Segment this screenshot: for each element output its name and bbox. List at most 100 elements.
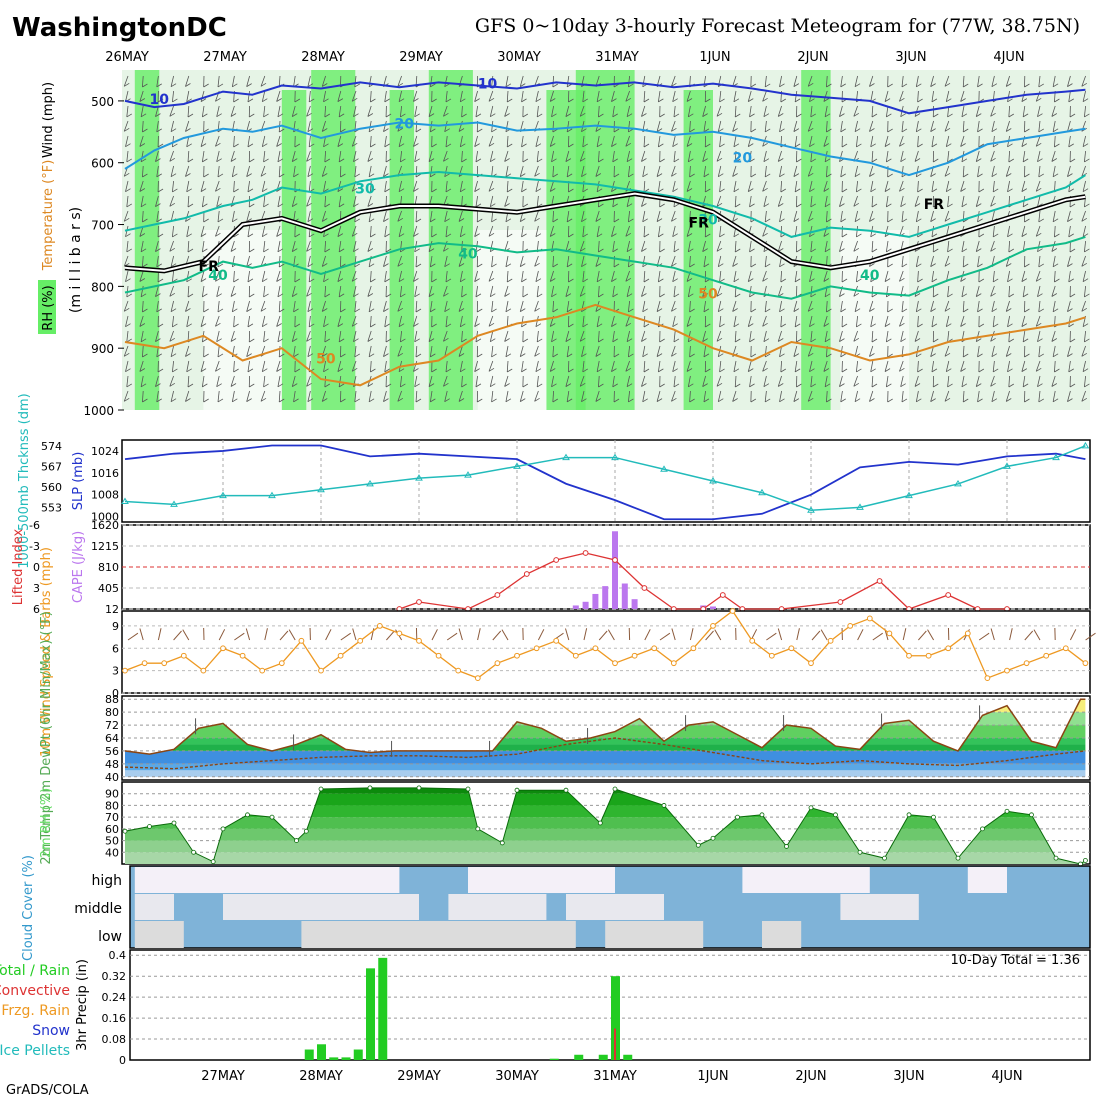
wind-barb <box>443 330 448 342</box>
wind-barb <box>657 90 661 102</box>
wind-barb <box>807 210 813 222</box>
cloud-low-label: low <box>98 929 122 945</box>
wind-barb <box>839 330 843 342</box>
wind-barb-flag <box>322 263 328 267</box>
wind-barb <box>399 330 402 342</box>
wind-barb-flag <box>156 128 162 133</box>
wind-barb <box>519 345 524 357</box>
wind-barb-flag <box>580 247 586 252</box>
wind-barb <box>687 375 691 387</box>
wind-barb-flag <box>779 128 785 133</box>
wind-barb-flag <box>735 248 741 253</box>
wind-barb-flag <box>626 203 633 208</box>
wind-barb <box>810 375 813 387</box>
wind-barb-flag <box>505 353 512 358</box>
wind-barb-flag <box>1024 308 1030 313</box>
wind-barb <box>917 270 919 283</box>
wind-barb-flag <box>716 337 723 342</box>
wind-barb <box>582 225 585 237</box>
wind-barb-flag <box>916 308 922 313</box>
wind-barb <box>733 360 737 372</box>
wind-barb <box>260 255 266 267</box>
wind-barb-flag <box>914 158 921 162</box>
wind-barb <box>1008 240 1010 253</box>
wind-barb <box>1081 210 1086 222</box>
wind-barb <box>155 375 159 387</box>
wind-barb-flag <box>125 278 131 283</box>
wind-barb <box>962 345 965 358</box>
wind-barb <box>170 75 174 87</box>
wind-barb <box>595 345 600 357</box>
wind-barb-flag <box>869 353 875 357</box>
wind-barb-flag <box>430 173 436 178</box>
wind-barb-flag <box>385 248 392 253</box>
wind-barb-flag <box>263 338 269 343</box>
wind-barb <box>384 180 387 192</box>
wind-barb <box>351 225 357 237</box>
wind-barb-flag <box>1008 248 1015 253</box>
wind-barb <box>230 240 235 252</box>
wind-barb-flag <box>641 113 647 117</box>
wind-barb-flag <box>353 293 359 298</box>
surface-wind-barb <box>325 629 332 641</box>
wind-barb <box>1083 330 1086 342</box>
wind-barb <box>671 210 676 222</box>
wind-barb <box>807 390 813 402</box>
wind-barb <box>642 300 646 312</box>
wind-barb <box>947 150 950 162</box>
wind-barb-flag <box>748 368 754 372</box>
wind-barb <box>261 90 266 102</box>
wind-barb-flag <box>826 128 832 133</box>
wind-barb-flag <box>899 277 905 282</box>
wind-barb-flag <box>413 188 419 192</box>
thickness-marker <box>415 474 423 481</box>
surface-wind-barb <box>139 628 144 641</box>
wind-barb <box>1022 330 1026 342</box>
wind-barb-flag <box>568 143 574 148</box>
wind-barb-flag <box>307 128 314 133</box>
wind-barb-flag <box>491 353 497 358</box>
wind-barb-flag <box>322 173 328 177</box>
wind-barb <box>596 315 600 327</box>
wind-barb-flag <box>914 383 921 387</box>
wind-barb-flag <box>217 218 224 223</box>
wind-barb-flag <box>475 158 482 163</box>
wind-barb <box>1035 360 1041 372</box>
wind-barb-flag <box>794 368 801 373</box>
wind-barb-flag <box>520 263 526 267</box>
wind-barb <box>764 165 767 177</box>
wind-barb-flag <box>735 338 741 343</box>
wind-barb <box>169 150 174 162</box>
wind-barb <box>914 285 919 297</box>
wind-barb <box>657 360 661 372</box>
wind-barb-flag <box>914 293 921 297</box>
wind-barb-flag <box>383 263 389 267</box>
wind-barb-flag <box>764 83 771 88</box>
wind-barb-flag <box>672 323 678 328</box>
wind-barb <box>779 165 782 177</box>
wind-barb <box>794 180 798 192</box>
wind-speed-marker <box>710 623 716 629</box>
wind-barb <box>626 240 630 252</box>
wind-barb-flag <box>521 188 527 193</box>
wind-barb-flag <box>294 98 301 103</box>
wind-barb-flag <box>977 173 983 178</box>
wind-barb-flag <box>384 98 390 103</box>
wind-barb-flag <box>294 368 301 373</box>
wind-barb-flag <box>1022 158 1029 163</box>
wind-barb-flag <box>370 368 376 373</box>
cloud-block <box>468 867 615 893</box>
wind-barb-flag <box>488 322 495 327</box>
wind-barb <box>534 390 539 402</box>
wind-barb <box>855 180 858 192</box>
wind-barb-flag <box>142 173 148 178</box>
wind-barb-flag <box>1022 293 1029 298</box>
wind-barb-flag <box>477 398 483 403</box>
wind-barb <box>870 180 874 192</box>
wind-barb <box>321 120 326 132</box>
wind-barb-flag <box>719 98 725 103</box>
wind-barb <box>263 330 266 342</box>
wind-barb-flag <box>1008 293 1015 298</box>
wind-barb <box>914 330 919 342</box>
wind-barb-flag <box>733 323 740 328</box>
